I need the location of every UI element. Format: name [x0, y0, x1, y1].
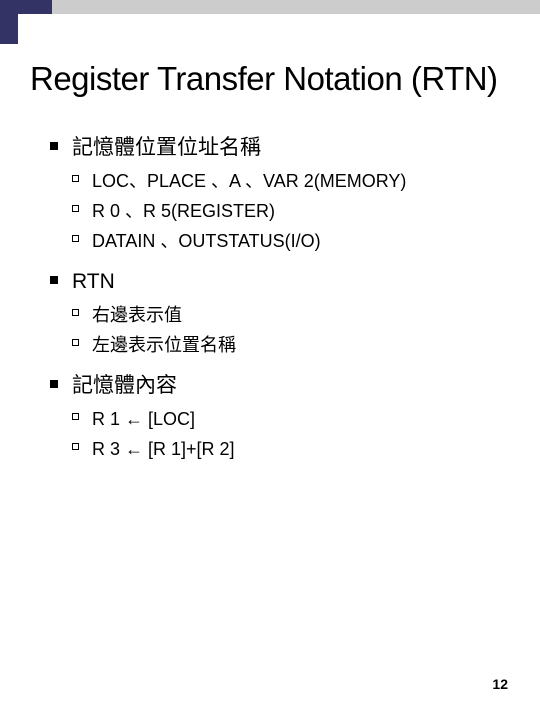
sub-item-text: R 1 ← [LOC]	[92, 407, 510, 431]
filled-square-bullet-icon	[50, 276, 58, 284]
sub-list: LOC、PLACE 、A 、VAR 2(MEMORY) R 0 、R 5(REG…	[72, 169, 510, 254]
open-square-bullet-icon	[72, 443, 79, 450]
list-item: 記憶體內容 R 1 ← [LOC] R 3 ← [R 1]+[R 2]	[50, 372, 510, 462]
sub-list-item: 右邊表示值	[72, 303, 510, 327]
slide-title: Register Transfer Notation (RTN)	[30, 59, 510, 99]
open-square-bullet-icon	[72, 339, 79, 346]
sub-list-item: LOC、PLACE 、A 、VAR 2(MEMORY)	[72, 169, 510, 193]
sub-list-item: R 1 ← [LOC]	[72, 407, 510, 431]
open-square-bullet-icon	[72, 205, 79, 212]
sub-list-item: 左邊表示位置名稱	[72, 333, 510, 357]
list-item-text: 記憶體內容	[72, 372, 510, 399]
list-item-text: 記憶體位置位址名稱	[72, 134, 510, 161]
sub-list-item: DATAIN 、OUTSTATUS(I/O)	[72, 229, 510, 253]
filled-square-bullet-icon	[50, 142, 58, 150]
sub-item-text: DATAIN 、OUTSTATUS(I/O)	[92, 229, 510, 253]
open-square-bullet-icon	[72, 309, 79, 316]
filled-square-bullet-icon	[50, 380, 58, 388]
sub-list-item: R 0 、R 5(REGISTER)	[72, 199, 510, 223]
sub-list: 右邊表示值 左邊表示位置名稱	[72, 303, 510, 358]
list-item: RTN 右邊表示值 左邊表示位置名稱	[50, 268, 510, 358]
sub-item-text: R 0 、R 5(REGISTER)	[92, 199, 510, 223]
list-item-text: RTN	[72, 268, 510, 295]
list-item: 記憶體位置位址名稱 LOC、PLACE 、A 、VAR 2(MEMORY) R …	[50, 134, 510, 254]
sub-list: R 1 ← [LOC] R 3 ← [R 1]+[R 2]	[72, 407, 510, 462]
sub-item-text: R 3 ← [R 1]+[R 2]	[92, 437, 510, 461]
slide-content: Register Transfer Notation (RTN) 記憶體位置位址…	[0, 14, 540, 462]
sub-item-text: 左邊表示位置名稱	[92, 333, 510, 357]
sub-item-text: LOC、PLACE 、A 、VAR 2(MEMORY)	[92, 169, 510, 193]
open-square-bullet-icon	[72, 235, 79, 242]
top-bar-navy-segment	[0, 0, 52, 14]
main-list: 記憶體位置位址名稱 LOC、PLACE 、A 、VAR 2(MEMORY) R …	[50, 134, 510, 462]
sub-item-text: 右邊表示值	[92, 303, 510, 327]
decorative-left-block	[0, 14, 18, 44]
decorative-top-bar	[0, 0, 540, 14]
top-bar-gray-segment	[52, 0, 540, 14]
open-square-bullet-icon	[72, 413, 79, 420]
sub-list-item: R 3 ← [R 1]+[R 2]	[72, 437, 510, 461]
open-square-bullet-icon	[72, 175, 79, 182]
page-number: 12	[492, 676, 508, 692]
